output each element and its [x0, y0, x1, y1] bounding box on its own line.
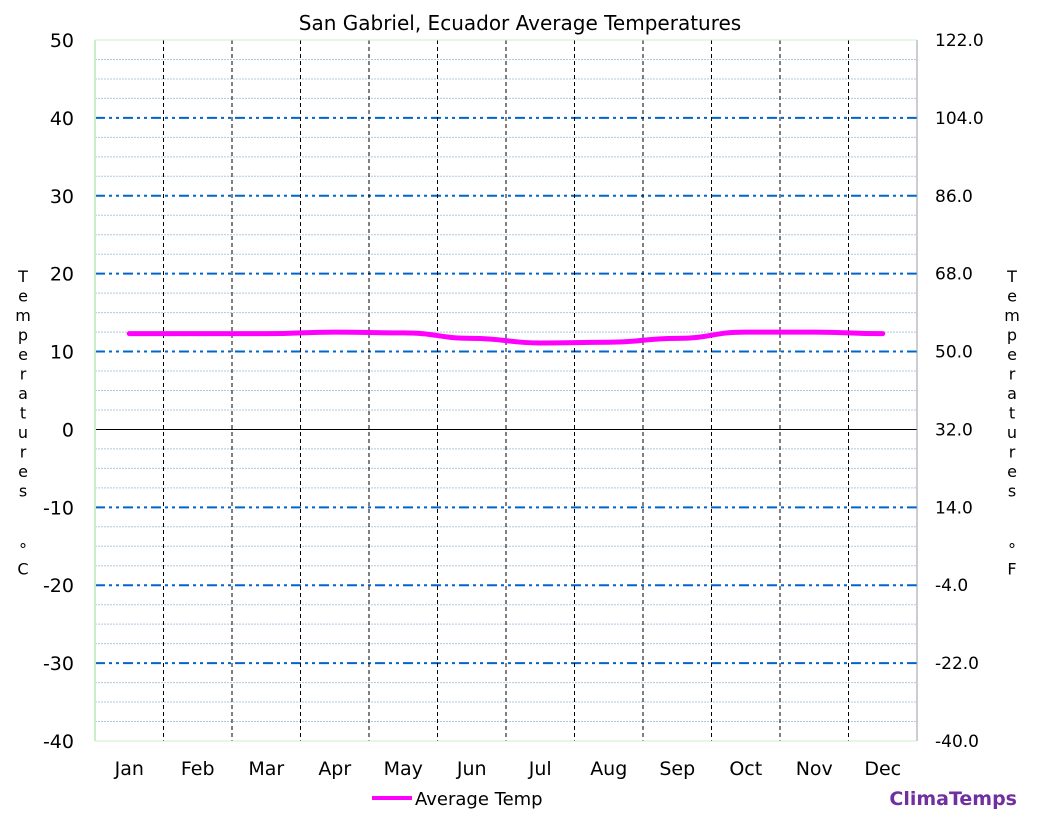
y-tick-right: -22.0: [935, 654, 979, 674]
climatemps-logo: ClimaTemps: [889, 788, 1017, 810]
axis-title-char: r: [20, 365, 27, 384]
y-axis-title-left: Temperatures°C: [15, 267, 31, 579]
x-tick-label: Sep: [659, 758, 695, 780]
y-tick-left: -20: [43, 575, 74, 597]
axis-title-char: u: [1007, 423, 1017, 442]
x-tick-label: May: [384, 758, 423, 780]
axis-title-char: °: [19, 540, 27, 559]
x-tick-label: Aug: [590, 758, 627, 780]
axis-title-char: T: [1006, 267, 1017, 286]
axis-title-char: m: [15, 306, 31, 325]
y-tick-right: 32.0: [935, 420, 973, 440]
y-tick-left: 0: [62, 419, 74, 441]
axis-title-char: s: [1008, 482, 1016, 501]
axis-title-char: r: [1009, 443, 1016, 462]
y-tick-right: 50.0: [935, 343, 973, 363]
axis-title-char: F: [1007, 560, 1016, 579]
y-tick-left: 30: [50, 186, 74, 208]
axis-title-char: p: [18, 326, 28, 345]
y-tick-left: 20: [50, 264, 74, 286]
y-tick-right: 104.0: [935, 109, 984, 129]
y-tick-left: 40: [50, 108, 74, 130]
axis-title-char: m: [1004, 306, 1020, 325]
y-tick-right: 14.0: [935, 498, 973, 518]
axis-title-char: a: [1007, 384, 1017, 403]
axis-title-char: e: [18, 345, 28, 364]
axis-title-char: p: [1007, 326, 1017, 345]
axis-title-char: r: [20, 443, 27, 462]
y-tick-left: -30: [43, 653, 74, 675]
axis-title-char: a: [18, 384, 28, 403]
y-tick-right: 68.0: [935, 265, 973, 285]
axis-title-char: t: [20, 404, 26, 423]
x-tick-label: Nov: [796, 758, 833, 780]
y-tick-right: -40.0: [935, 732, 979, 752]
axis-title-char: t: [1009, 404, 1015, 423]
axis-title-char: e: [1007, 345, 1017, 364]
y-tick-left: 10: [50, 342, 74, 364]
y-tick-right: 122.0: [935, 31, 984, 51]
y-tick-left: -40: [43, 731, 74, 753]
x-tick-label: Jul: [528, 758, 552, 780]
x-tick-label: Oct: [729, 758, 762, 780]
legend-label: Average Temp: [415, 789, 543, 810]
x-tick-label: Mar: [248, 758, 284, 780]
axis-title-char: T: [17, 267, 28, 286]
x-tick-label: Dec: [864, 758, 901, 780]
x-tick-label: Feb: [181, 758, 215, 780]
x-tick-label: Jun: [456, 758, 487, 780]
y-tick-right: -4.0: [935, 576, 968, 596]
axis-title-char: e: [18, 287, 28, 306]
chart-title: San Gabriel, Ecuador Average Temperature…: [299, 11, 741, 35]
y-tick-left: -10: [43, 497, 74, 519]
axis-title-char: e: [18, 462, 28, 481]
y-tick-left: 50: [50, 30, 74, 52]
x-tick-label: Apr: [318, 758, 351, 780]
axis-title-char: °: [1008, 540, 1016, 559]
axis-title-char: u: [18, 423, 28, 442]
y-tick-right: 86.0: [935, 187, 973, 207]
y-axis-title-right: Temperatures°F: [1004, 267, 1020, 579]
axis-title-char: C: [17, 560, 28, 579]
axis-title-char: e: [1007, 462, 1017, 481]
x-tick-label: Jan: [114, 758, 144, 780]
axis-title-char: s: [19, 482, 27, 501]
axis-title-char: r: [1009, 365, 1016, 384]
axis-title-char: e: [1007, 287, 1017, 306]
